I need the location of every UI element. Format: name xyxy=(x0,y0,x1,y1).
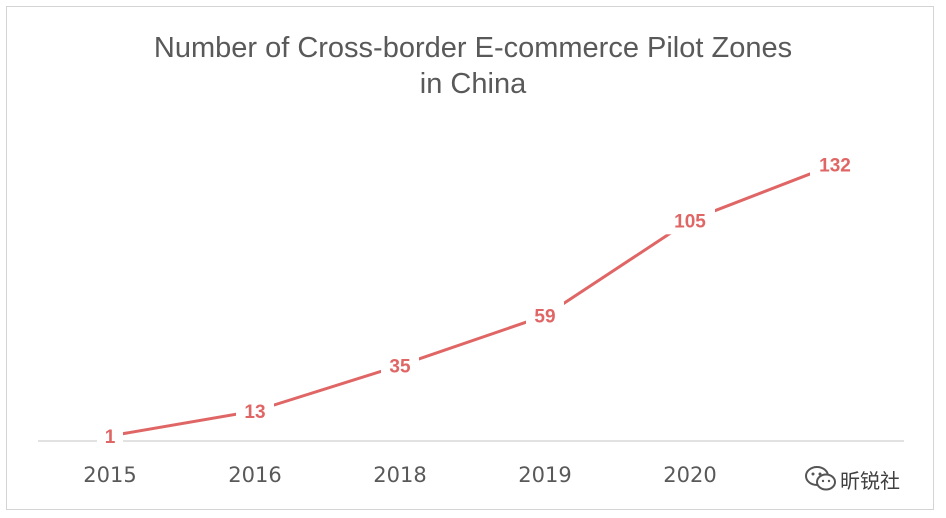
data-label-bg xyxy=(236,397,274,426)
watermark-text: 昕锐社 xyxy=(840,468,900,493)
x-tick-label: 2019 xyxy=(518,463,571,487)
data-label-bg xyxy=(97,421,123,450)
x-tick-label: 2015 xyxy=(83,463,136,487)
watermark: 昕锐社 xyxy=(804,462,900,496)
data-label-bg xyxy=(381,351,419,380)
data-label: 132 xyxy=(819,155,851,176)
x-tick-label: 2016 xyxy=(228,463,281,487)
data-label-bg xyxy=(810,150,860,179)
x-tick-labels: 2015 2016 2018 2019 2020 xyxy=(83,463,716,487)
data-label: 13 xyxy=(244,402,265,423)
x-tick-label: 2018 xyxy=(373,463,426,487)
x-tick-label: 2020 xyxy=(663,463,716,487)
data-label: 1 xyxy=(105,427,116,448)
chart-title: Number of Cross-border E-commerce Pilot … xyxy=(0,30,946,102)
wechat-icon xyxy=(804,464,838,494)
data-label: 105 xyxy=(674,211,706,232)
data-label: 35 xyxy=(389,356,411,377)
data-label: 59 xyxy=(534,307,555,328)
data-label-bg xyxy=(526,301,564,330)
chart-title-line-1: Number of Cross-border E-commerce Pilot … xyxy=(153,32,793,64)
data-labels: 1 13 35 59 105 132 xyxy=(97,150,860,450)
series-line xyxy=(109,162,836,438)
data-label-bg xyxy=(665,206,715,235)
chart-title-line-2: in China xyxy=(419,68,527,100)
